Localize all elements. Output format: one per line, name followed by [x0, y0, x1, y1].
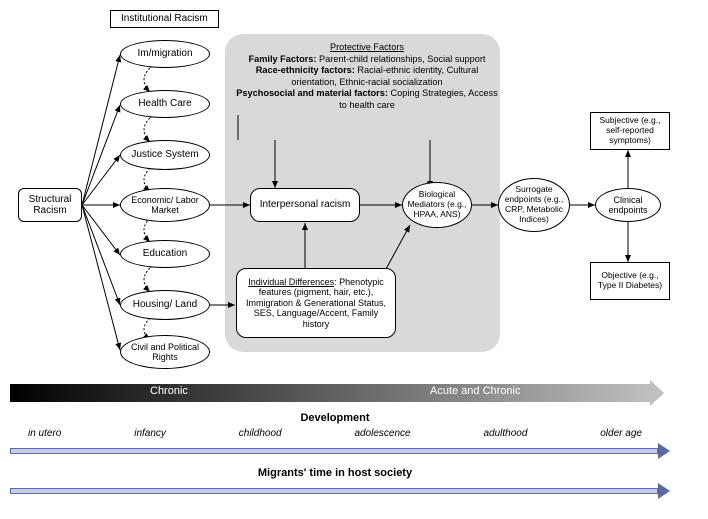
housing-node: Housing/ Land — [120, 290, 210, 320]
health-care-node: Health Care — [120, 90, 210, 118]
clinical-node: Clinical endpoints — [595, 188, 661, 222]
stage-inutero: in utero — [28, 428, 61, 439]
stage-olderage: older age — [600, 428, 642, 439]
chronic-acute-bar: Chronic Acute and Chronic — [10, 384, 660, 402]
subjective-node: Subjective (e.g., self-reported symptoms… — [590, 112, 670, 150]
surrogate-text: Surrogate endpoints (e.g., CRP, Metaboli… — [503, 185, 565, 224]
civil-text: Civil and Political Rights — [125, 342, 205, 363]
education-node: Education — [120, 240, 210, 268]
acute-label: Acute and Chronic — [430, 385, 521, 397]
surrogate-node: Surrogate endpoints (e.g., CRP, Metaboli… — [498, 178, 570, 232]
psych-label: Psychosocial and material factors: — [236, 88, 388, 98]
development-heading: Development — [10, 412, 660, 424]
justice-node: Justice System — [120, 140, 210, 170]
structural-racism-node: Structural Racism — [18, 188, 82, 222]
development-stages: in utero infancy childhood adolescence a… — [10, 428, 660, 439]
education-text: Education — [143, 248, 187, 260]
housing-text: Housing/ Land — [133, 299, 198, 311]
bio-mediators-node: Biological Mediators (e.g., HPAA, ANS) — [402, 182, 472, 228]
individual-diff-node: Individual Differences: Phenotypic featu… — [236, 268, 396, 338]
health-care-text: Health Care — [138, 98, 191, 110]
civil-node: Civil and Political Rights — [120, 335, 210, 369]
timeline-section: Chronic Acute and Chronic Development in… — [10, 384, 698, 497]
family-text: Parent-child relationships, Social suppo… — [316, 54, 485, 64]
protective-title: Protective Factors — [330, 42, 404, 52]
subjective-text: Subjective (e.g., self-reported symptoms… — [597, 116, 663, 145]
stage-infancy: infancy — [134, 428, 166, 439]
immigration-text: Im/migration — [137, 48, 192, 60]
immigration-node: Im/migration — [120, 40, 210, 68]
stage-childhood: childhood — [239, 428, 282, 439]
family-label: Family Factors: — [249, 54, 317, 64]
stage-adolescence: adolescence — [354, 428, 410, 439]
stage-adulthood: adulthood — [483, 428, 527, 439]
labor-text: Economic/ Labor Market — [125, 195, 205, 216]
interpersonal-text: Interpersonal racism — [260, 199, 351, 211]
diagram-area: Institutional Racism Structural Racism I… — [10, 10, 698, 380]
development-arrow — [10, 445, 670, 457]
institutional-racism-text: Institutional Racism — [121, 13, 208, 25]
structural-racism-text: Structural Racism — [25, 194, 75, 217]
objective-node: Objective (e.g., Type II Diabetes) — [590, 262, 670, 300]
bio-mediators-text: Biological Mediators (e.g., HPAA, ANS) — [407, 190, 467, 219]
protective-factors-block: Protective Factors Family Factors: Paren… — [232, 42, 502, 111]
chronic-label: Chronic — [150, 385, 188, 397]
race-label: Race-ethnicity factors: — [256, 65, 355, 75]
migrants-heading: Migrants' time in host society — [10, 467, 660, 479]
clinical-text: Clinical endpoints — [600, 195, 656, 216]
migrants-arrow — [10, 485, 670, 497]
interpersonal-node: Interpersonal racism — [250, 188, 360, 222]
objective-text: Objective (e.g., Type II Diabetes) — [597, 271, 663, 291]
labor-node: Economic/ Labor Market — [120, 188, 210, 222]
justice-text: Justice System — [131, 149, 198, 161]
individual-title: Individual Differences — [248, 277, 334, 287]
institutional-racism-label: Institutional Racism — [110, 10, 219, 28]
